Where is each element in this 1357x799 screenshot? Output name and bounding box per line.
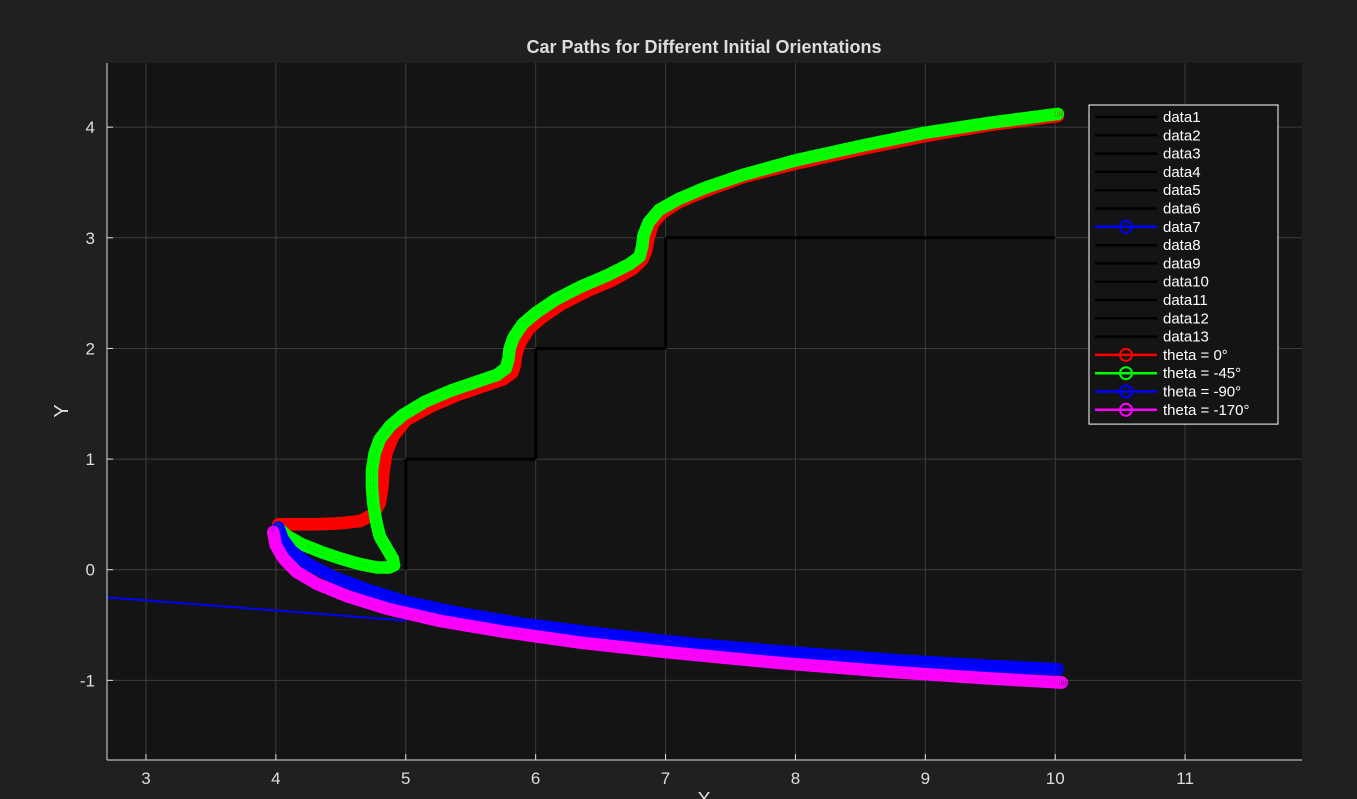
data-point [1055,676,1068,689]
legend-marker [1119,366,1133,381]
legend-marker [1119,384,1133,399]
legend-entry[interactable]: data12 [1095,310,1209,327]
legend-entry[interactable]: theta = -170° [1095,402,1249,419]
legend-marker [1119,402,1133,417]
legend-label: theta = -170° [1163,402,1249,419]
x-tick-label: 10 [1046,769,1065,788]
legend-entry[interactable]: data13 [1095,329,1209,346]
legend-label: theta = -45° [1163,365,1241,382]
legend-entry[interactable]: data9 [1095,255,1201,272]
legend-label: data10 [1163,274,1209,291]
legend-label: data5 [1163,182,1201,199]
legend-entry[interactable]: theta = -45° [1095,365,1241,382]
wall-line-data7 [107,596,406,622]
y-tick-label: 4 [86,118,95,137]
legend-entry[interactable]: data10 [1095,274,1209,291]
legend-label: data9 [1163,255,1201,272]
x-tick-label: 9 [921,769,930,788]
legend-entry[interactable]: theta = 0° [1095,347,1228,364]
x-tick-label: 8 [791,769,800,788]
legend-label: data6 [1163,201,1201,218]
series-4 [266,525,1068,689]
legend-label: data8 [1163,237,1201,254]
legend-label: theta = 0° [1163,347,1228,364]
x-tick-label: 6 [531,769,540,788]
y-tick-label: 2 [86,339,95,358]
y-tick-label: 3 [86,229,95,248]
legend-marker [1119,219,1133,234]
legend-label: data3 [1163,146,1201,163]
legend-label: data11 [1163,292,1208,309]
legend-label: data4 [1163,164,1201,181]
x-axis-label: X [697,789,710,799]
legend-entry[interactable]: data8 [1095,237,1201,254]
x-tick-label: 11 [1176,769,1194,788]
y-tick-label: -1 [80,671,95,690]
legend-entry[interactable]: data1 [1095,109,1201,126]
x-tick-label: 3 [141,769,150,788]
legend-entry[interactable]: data11 [1095,292,1208,309]
legend-entry[interactable]: theta = -90° [1095,384,1241,401]
y-tick-label: 1 [86,450,95,469]
legend-entry[interactable]: data4 [1095,164,1201,181]
path-series [266,107,1068,689]
legend-entry[interactable]: data7 [1095,219,1201,236]
series-2 [272,107,1065,574]
x-tick-label: 5 [401,769,410,788]
legend-entry[interactable]: data3 [1095,146,1201,163]
axis-ticks: 3 4 5 6 7 8 9 10 11 -1 0 1 2 3 4 [80,118,1194,788]
y-tick-label: 0 [86,561,95,580]
legend-label: data2 [1163,127,1201,144]
legend-marker [1119,347,1133,362]
legend-label: data13 [1163,329,1209,346]
chart-title: Car Paths for Different Initial Orientat… [526,37,881,57]
wall-lines [107,236,1056,622]
legend-label: data7 [1163,219,1201,236]
data-point [1051,662,1065,676]
legend-label: data1 [1163,109,1201,126]
x-tick-label: 7 [661,769,670,788]
legend-entry[interactable]: data2 [1095,127,1201,144]
legend-entry[interactable]: data6 [1095,201,1201,218]
x-tick-label: 4 [271,769,280,788]
legend-entry[interactable]: data5 [1095,182,1201,199]
y-axis-label: Y [51,404,73,417]
legend-label: data12 [1163,310,1209,327]
grid-lines [107,63,1302,760]
legend-label: theta = -90° [1163,384,1241,401]
